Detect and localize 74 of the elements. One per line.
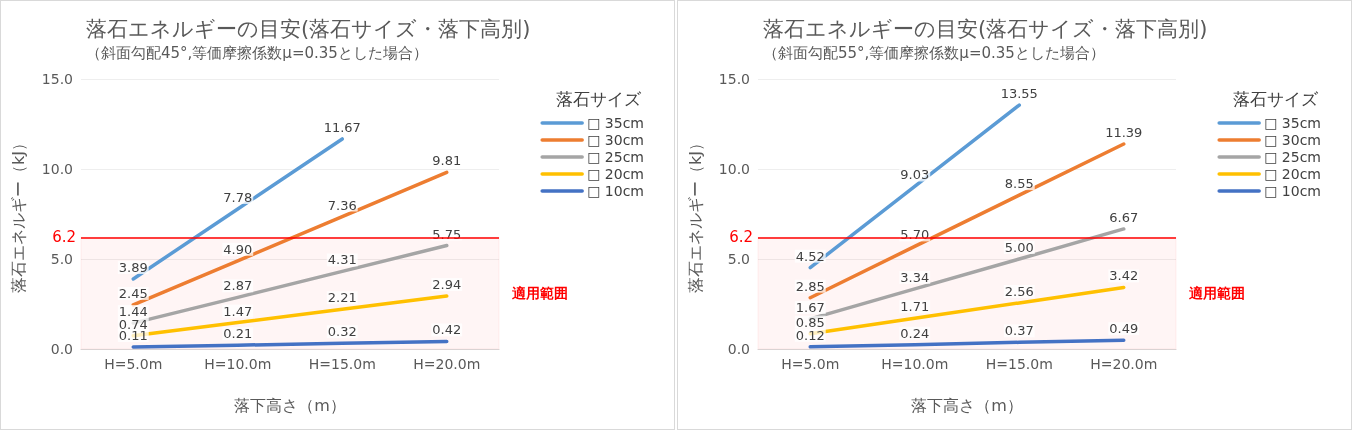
x-tick-label: H=20.0m	[1090, 356, 1158, 372]
chart-title: 落石エネルギーの目安(落石サイズ・落下高別)	[86, 16, 531, 41]
legend-label: □ 30cm	[587, 132, 644, 148]
x-tick-label: H=10.0m	[881, 356, 949, 372]
data-label: 1.44	[118, 304, 148, 320]
data-label: 4.90	[223, 241, 253, 257]
ref-line-label: 6.2	[52, 228, 76, 247]
legend-label: □ 20cm	[587, 166, 644, 182]
data-label: 4.31	[327, 252, 357, 268]
data-label: 7.78	[223, 189, 253, 205]
data-label: 0.42	[432, 322, 462, 338]
x-tick-label: H=5.0m	[104, 356, 163, 372]
legend-label: □ 10cm	[1264, 183, 1321, 199]
data-label: 9.81	[432, 153, 462, 169]
legend-label: □ 10cm	[587, 183, 644, 199]
y-tick-label: 0.0	[50, 341, 73, 357]
data-label: 2.56	[1004, 283, 1034, 299]
y-axis-title: 落石エネルギー（kJ）	[685, 135, 705, 293]
data-label: 4.52	[795, 248, 825, 264]
data-label: 7.36	[327, 197, 357, 213]
x-axis-title: 落下高さ（m）	[911, 395, 1023, 415]
chart-subtitle: （斜面勾配45°,等価摩擦係数μ=0.35とした場合）	[86, 43, 428, 62]
ref-line-label: 6.2	[729, 228, 753, 247]
data-label: 2.45	[118, 285, 148, 301]
legend-label: □ 35cm	[587, 115, 644, 131]
data-label: 3.42	[1109, 268, 1139, 284]
x-tick-label: H=10.0m	[204, 356, 272, 372]
x-tick-label: H=5.0m	[781, 356, 840, 372]
data-label: 0.49	[1109, 321, 1139, 337]
data-label: 0.32	[327, 324, 357, 340]
band-label: 適用範囲	[510, 285, 568, 302]
data-label: 2.94	[432, 277, 462, 293]
legend-label: □ 20cm	[1264, 166, 1321, 182]
data-label: 11.67	[323, 119, 361, 135]
data-label: 8.55	[1004, 176, 1034, 192]
data-label: 6.67	[1109, 209, 1139, 225]
data-label: 0.24	[900, 325, 930, 341]
x-tick-label: H=15.0m	[308, 356, 376, 372]
data-label: 1.71	[900, 299, 930, 315]
data-label: 1.67	[795, 299, 825, 315]
legend-label: □ 30cm	[1264, 132, 1321, 148]
band-label: 適用範囲	[1187, 285, 1245, 302]
data-label: 9.03	[900, 167, 930, 183]
legend-title: 落石サイズ	[556, 88, 642, 109]
y-tick-label: 5.0	[50, 251, 73, 267]
y-tick-label: 5.0	[727, 251, 750, 267]
x-axis-title: 落下高さ（m）	[234, 395, 346, 415]
data-label: 2.21	[327, 290, 357, 306]
line-series	[808, 338, 1126, 349]
legend-label: □ 35cm	[1264, 115, 1321, 131]
y-axis-title: 落石エネルギー（kJ）	[8, 135, 28, 293]
data-label: 3.34	[900, 269, 930, 285]
legend-label: □ 25cm	[1264, 149, 1321, 165]
y-tick-label: 15.0	[718, 71, 750, 87]
data-label: 3.89	[118, 259, 148, 275]
y-tick-label: 10.0	[41, 161, 73, 177]
chart-subtitle: （斜面勾配55°,等価摩擦係数μ=0.35とした場合）	[763, 43, 1105, 62]
data-label: 0.21	[223, 326, 253, 342]
data-label: 0.85	[795, 314, 825, 330]
data-label: 1.47	[223, 303, 253, 319]
x-tick-label: H=20.0m	[413, 356, 481, 372]
data-label: 5.00	[1004, 240, 1034, 255]
data-label: 11.39	[1105, 124, 1143, 140]
legend-label: □ 25cm	[587, 149, 644, 165]
y-tick-label: 15.0	[41, 71, 73, 87]
y-tick-label: 0.0	[727, 341, 750, 357]
data-label: 13.55	[1000, 86, 1038, 102]
legend-title: 落石サイズ	[1233, 88, 1319, 109]
data-label: 2.85	[795, 278, 825, 294]
data-label: 0.37	[1004, 323, 1034, 339]
chart-title: 落石エネルギーの目安(落石サイズ・落下高別)	[763, 16, 1208, 41]
x-tick-label: H=15.0m	[985, 356, 1053, 372]
y-tick-label: 10.0	[718, 161, 750, 177]
data-label: 2.87	[223, 278, 253, 294]
